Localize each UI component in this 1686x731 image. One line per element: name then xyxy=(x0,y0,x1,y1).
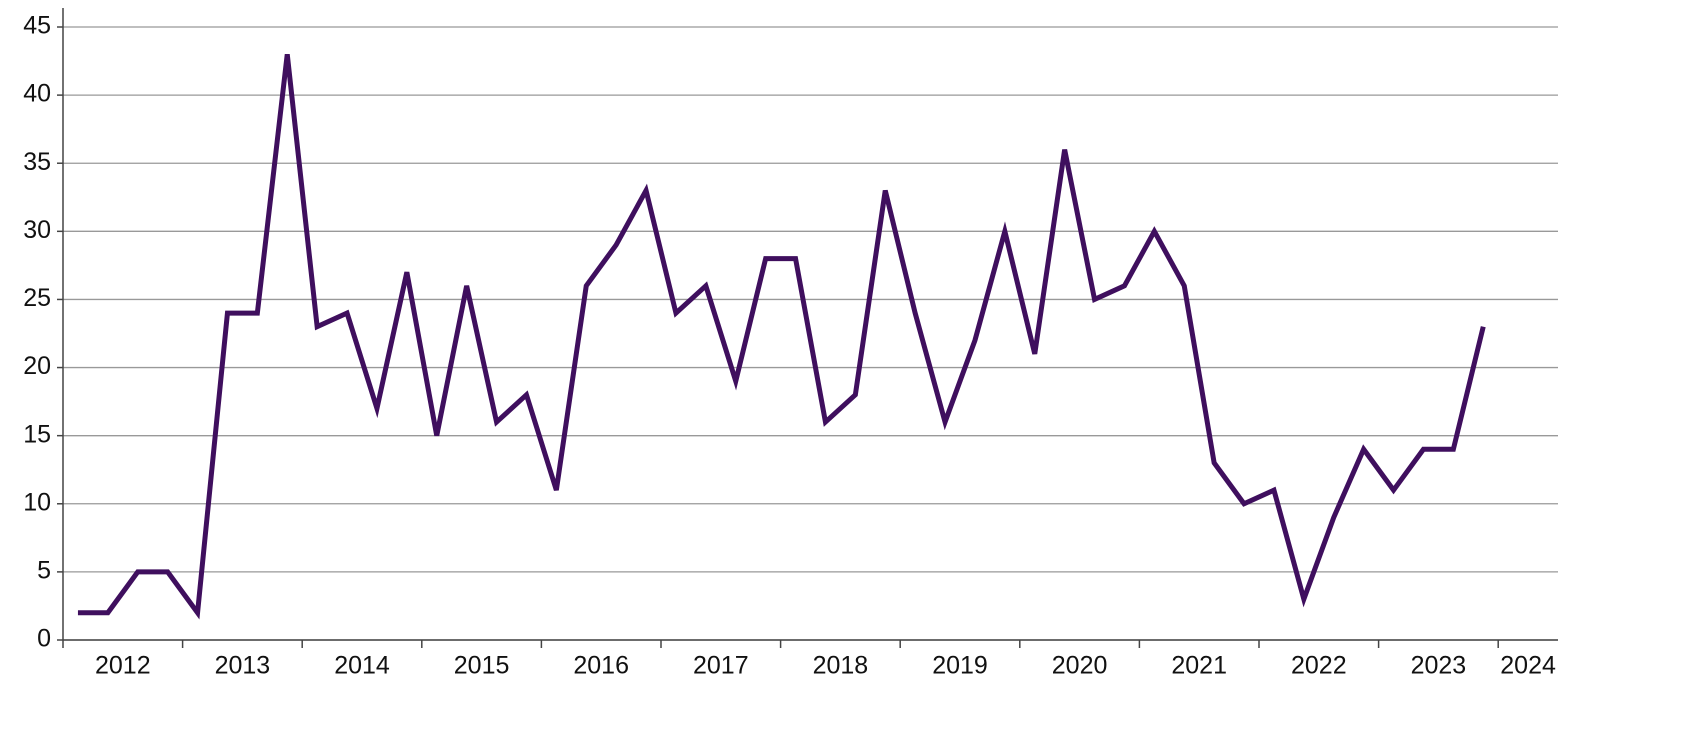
y-tick-label: 20 xyxy=(23,352,51,380)
y-tick-label: 15 xyxy=(23,420,51,448)
y-tick-label: 35 xyxy=(23,148,51,176)
y-tick-label: 40 xyxy=(23,80,51,108)
y-tick-label: 30 xyxy=(23,216,51,244)
y-tick-label: 25 xyxy=(23,284,51,312)
x-tick-label: 2012 xyxy=(95,652,151,680)
x-tick-label: 2018 xyxy=(813,652,869,680)
x-tick-label: 2022 xyxy=(1291,652,1347,680)
x-tick-label: 2017 xyxy=(693,652,749,680)
x-tick-label: 2023 xyxy=(1411,652,1467,680)
data-line xyxy=(77,53,1486,620)
x-tick-label: 2021 xyxy=(1171,652,1227,680)
x-tick-label: 2014 xyxy=(334,652,390,680)
x-tick-label: 2016 xyxy=(573,652,629,680)
y-tick-label: 0 xyxy=(37,625,51,653)
y-tick-label: 45 xyxy=(23,12,51,40)
y-tick-label: 5 xyxy=(37,556,51,584)
x-tick-label: 2019 xyxy=(932,652,988,680)
x-tick-label: 2024 xyxy=(1500,652,1556,680)
x-tick-label: 2015 xyxy=(454,652,510,680)
x-tick-label: 2020 xyxy=(1052,652,1108,680)
x-tick-label: 2013 xyxy=(215,652,271,680)
y-tick-label: 10 xyxy=(23,488,51,516)
